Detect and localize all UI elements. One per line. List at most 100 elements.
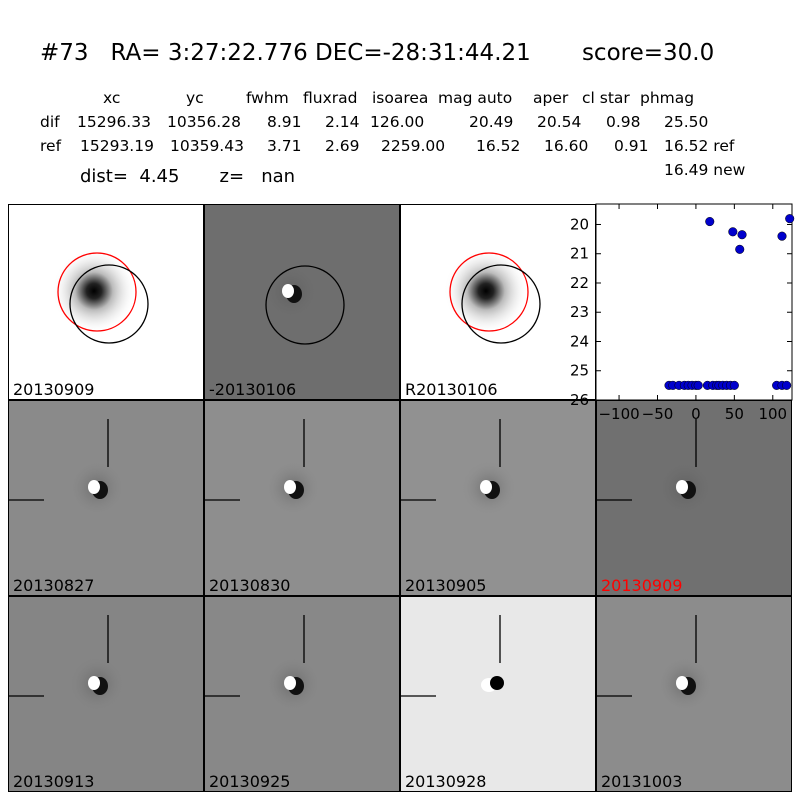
table-cell: 2259.00 bbox=[381, 137, 446, 155]
table-cell: 15296.33 bbox=[77, 113, 151, 131]
plot-frame bbox=[595, 203, 793, 401]
image-panel: 20130913 bbox=[8, 596, 204, 792]
panel-image bbox=[9, 419, 125, 516]
panel-date-label: 20130913 bbox=[13, 772, 95, 791]
row-label: ref bbox=[40, 137, 62, 155]
x-tick-label: 100 bbox=[758, 405, 787, 423]
panel-image bbox=[9, 615, 125, 712]
panel-image bbox=[52, 249, 149, 344]
y-tick-label: 25 bbox=[570, 362, 589, 380]
table-cell: 2.69 bbox=[325, 137, 360, 155]
x-tick-label: −100 bbox=[598, 405, 639, 423]
column-header: cl star bbox=[582, 89, 630, 107]
star-bright-lobe bbox=[676, 480, 688, 494]
table-cell: 16.52 bbox=[476, 137, 521, 155]
panel-date-label: 20130830 bbox=[209, 576, 291, 595]
panel-date-label: 20130925 bbox=[209, 772, 291, 791]
star-bright-lobe bbox=[282, 284, 294, 298]
column-header: aper bbox=[533, 89, 569, 107]
candidate-title: #73 RA= 3:27:22.776 DEC=-28:31:44.21 sco… bbox=[40, 40, 715, 66]
image-panel: 20130905 bbox=[400, 400, 596, 596]
star-bright-lobe bbox=[284, 676, 296, 690]
star-bright-lobe bbox=[480, 480, 492, 494]
column-header: xc bbox=[103, 89, 121, 107]
data-point bbox=[693, 380, 703, 390]
black-aperture-circle bbox=[265, 265, 345, 345]
image-panel: 20131003 bbox=[596, 596, 792, 792]
table-cell: 25.50 bbox=[664, 113, 709, 131]
star-blob bbox=[52, 249, 136, 333]
lightcurve-chart: 20 21 22 23 24 25 26 −100 −50 0 50 100 bbox=[570, 203, 795, 423]
image-panel: 20130928 bbox=[400, 596, 596, 792]
star-blob bbox=[444, 249, 528, 333]
panel-image bbox=[401, 419, 517, 516]
data-point bbox=[728, 227, 738, 237]
panel-date-label: 20130909 bbox=[601, 576, 683, 595]
y-tick-label: 23 bbox=[570, 303, 589, 321]
panel-date-label: 20131003 bbox=[601, 772, 683, 791]
image-panel: 20130909 bbox=[596, 400, 792, 596]
x-tick-label: −50 bbox=[642, 405, 674, 423]
star-dark-lobe bbox=[490, 676, 504, 690]
table-cell: 2.14 bbox=[325, 113, 360, 131]
column-header: fluxrad bbox=[303, 89, 358, 107]
data-point bbox=[782, 380, 792, 390]
data-point bbox=[735, 244, 745, 254]
panel-date-label: R20130106 bbox=[405, 380, 498, 399]
table-cell: 8.91 bbox=[267, 113, 302, 131]
data-point bbox=[729, 380, 739, 390]
y-tick-label: 20 bbox=[570, 215, 589, 233]
data-point bbox=[705, 217, 715, 227]
y-tick-label: 22 bbox=[570, 274, 589, 292]
row-label: dif bbox=[40, 113, 60, 131]
table-cell: 16.52 ref bbox=[664, 137, 735, 155]
column-header: mag auto bbox=[438, 89, 513, 107]
red-aperture-circle bbox=[57, 252, 137, 332]
image-panel: 20130925 bbox=[204, 596, 400, 792]
image-panel: R20130106 bbox=[400, 204, 596, 400]
panel-image bbox=[205, 419, 321, 516]
column-header: isoarea bbox=[372, 89, 429, 107]
column-header: yc bbox=[186, 89, 204, 107]
table-cell: 3.71 bbox=[267, 137, 302, 155]
panel-image bbox=[597, 615, 713, 712]
table-cell: 10356.28 bbox=[167, 113, 241, 131]
panel-image bbox=[597, 419, 713, 516]
panel-image bbox=[444, 249, 541, 344]
phmag-new-value: 16.49 new bbox=[664, 161, 746, 179]
panel-image bbox=[205, 615, 321, 712]
black-aperture-circle bbox=[461, 264, 541, 344]
panel-date-label: 20130905 bbox=[405, 576, 487, 595]
column-header: fwhm bbox=[246, 89, 289, 107]
panel-date-label: 20130928 bbox=[405, 772, 487, 791]
panel-image bbox=[263, 264, 345, 345]
data-point bbox=[785, 214, 795, 224]
x-tick-label: 0 bbox=[691, 405, 701, 423]
table-cell: 10359.43 bbox=[170, 137, 244, 155]
table-cell: 0.98 bbox=[606, 113, 641, 131]
y-tick-label: 21 bbox=[570, 245, 589, 263]
panel-image bbox=[401, 615, 504, 697]
table-cell: 0.91 bbox=[614, 137, 649, 155]
star-bright-lobe bbox=[88, 480, 100, 494]
panel-date-label: -20130106 bbox=[209, 380, 297, 399]
image-panel: 20130830 bbox=[204, 400, 400, 596]
image-panel: 20130827 bbox=[8, 400, 204, 596]
star-bright-lobe bbox=[88, 676, 100, 690]
y-tick-label: 26 bbox=[570, 391, 589, 409]
red-aperture-circle bbox=[449, 252, 529, 332]
data-point bbox=[777, 231, 787, 241]
star-bright-lobe bbox=[284, 480, 296, 494]
panel-date-label: 20130827 bbox=[13, 576, 95, 595]
star-bright-lobe bbox=[676, 676, 688, 690]
image-panel: 20130909 bbox=[8, 204, 204, 400]
x-tick-label: 50 bbox=[725, 405, 744, 423]
table-cell: 20.49 bbox=[469, 113, 514, 131]
data-point bbox=[737, 230, 747, 240]
dist-z-line: dist= 4.45 z= nan bbox=[80, 166, 296, 187]
column-header: phmag bbox=[640, 89, 695, 107]
table-cell: 16.60 bbox=[544, 137, 589, 155]
image-panel: -20130106 bbox=[204, 204, 400, 400]
table-cell: 20.54 bbox=[537, 113, 582, 131]
y-tick-label: 24 bbox=[570, 332, 589, 350]
